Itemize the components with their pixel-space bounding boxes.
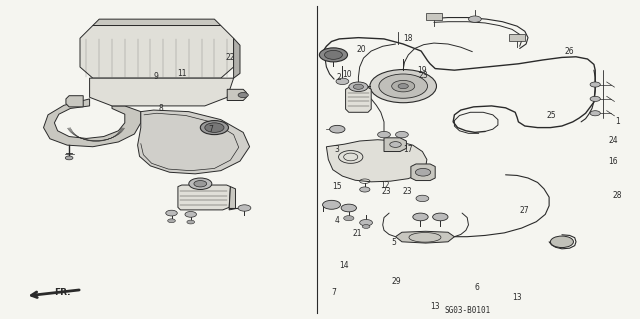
Text: 17: 17 — [403, 145, 413, 154]
Text: 7: 7 — [209, 125, 214, 134]
Text: 22: 22 — [226, 53, 235, 62]
Circle shape — [416, 195, 429, 202]
Polygon shape — [90, 78, 234, 106]
Text: FR.: FR. — [54, 288, 71, 297]
Polygon shape — [234, 38, 240, 78]
Text: 19: 19 — [417, 66, 428, 75]
Text: 26: 26 — [564, 47, 575, 56]
Circle shape — [168, 219, 175, 223]
Text: 6: 6 — [474, 283, 479, 292]
Circle shape — [341, 204, 356, 212]
Text: 7: 7 — [331, 288, 336, 297]
Text: 16: 16 — [608, 157, 618, 166]
Polygon shape — [346, 87, 371, 112]
Polygon shape — [178, 185, 230, 210]
Circle shape — [324, 50, 342, 59]
Circle shape — [379, 74, 428, 98]
Circle shape — [396, 131, 408, 138]
Circle shape — [590, 82, 600, 87]
Circle shape — [370, 70, 436, 103]
Circle shape — [336, 78, 349, 85]
Text: 21: 21 — [353, 229, 362, 238]
Text: 23: 23 — [419, 71, 429, 80]
Text: 27: 27 — [520, 206, 530, 215]
Circle shape — [330, 125, 345, 133]
Text: 4: 4 — [335, 216, 340, 225]
Circle shape — [323, 200, 340, 209]
Text: 14: 14 — [339, 261, 349, 270]
Polygon shape — [509, 34, 525, 41]
Circle shape — [205, 123, 224, 132]
Circle shape — [353, 84, 364, 89]
Polygon shape — [66, 96, 83, 107]
Polygon shape — [411, 164, 435, 181]
Text: 28: 28 — [613, 191, 622, 200]
Circle shape — [468, 16, 481, 22]
Circle shape — [360, 219, 372, 226]
Polygon shape — [326, 140, 427, 182]
Circle shape — [185, 211, 196, 217]
Circle shape — [590, 111, 600, 116]
Text: 25: 25 — [547, 111, 557, 120]
Text: 29: 29 — [392, 277, 402, 286]
Text: 24: 24 — [608, 137, 618, 145]
Text: 15: 15 — [332, 182, 342, 191]
Text: SG03-B0101: SG03-B0101 — [444, 306, 490, 315]
Text: 8: 8 — [159, 104, 164, 113]
Polygon shape — [384, 138, 406, 152]
Circle shape — [344, 216, 354, 221]
Polygon shape — [80, 26, 234, 78]
Circle shape — [349, 82, 368, 92]
Circle shape — [390, 142, 401, 147]
Polygon shape — [229, 187, 236, 210]
Text: 23: 23 — [381, 187, 391, 196]
Circle shape — [398, 84, 408, 89]
Circle shape — [360, 187, 370, 192]
Text: 20: 20 — [356, 45, 367, 54]
Circle shape — [194, 181, 207, 187]
Circle shape — [413, 213, 428, 221]
Circle shape — [415, 168, 431, 176]
Circle shape — [319, 48, 348, 62]
Text: 1: 1 — [615, 117, 620, 126]
Circle shape — [392, 80, 415, 92]
Polygon shape — [227, 89, 246, 100]
Circle shape — [433, 213, 448, 221]
Circle shape — [65, 156, 73, 160]
Circle shape — [238, 93, 248, 98]
Polygon shape — [93, 19, 221, 26]
Polygon shape — [44, 99, 141, 147]
Circle shape — [187, 220, 195, 224]
Text: 9: 9 — [153, 72, 158, 81]
Circle shape — [362, 225, 370, 228]
Text: 12: 12 — [380, 181, 389, 190]
Circle shape — [238, 205, 251, 211]
Text: 10: 10 — [342, 70, 352, 79]
Polygon shape — [396, 231, 454, 243]
Text: 13: 13 — [430, 302, 440, 311]
Circle shape — [200, 121, 228, 135]
Text: 3: 3 — [335, 145, 340, 154]
Circle shape — [189, 178, 212, 189]
Polygon shape — [138, 110, 250, 174]
Circle shape — [550, 236, 573, 248]
Text: 2: 2 — [337, 73, 342, 82]
Polygon shape — [426, 13, 442, 20]
Text: 13: 13 — [512, 293, 522, 302]
Circle shape — [378, 131, 390, 138]
Circle shape — [590, 96, 600, 101]
Text: 11: 11 — [178, 69, 187, 78]
Text: 5: 5 — [391, 238, 396, 247]
Text: 18: 18 — [404, 34, 413, 43]
Circle shape — [166, 210, 177, 216]
Text: 23: 23 — [403, 187, 413, 196]
